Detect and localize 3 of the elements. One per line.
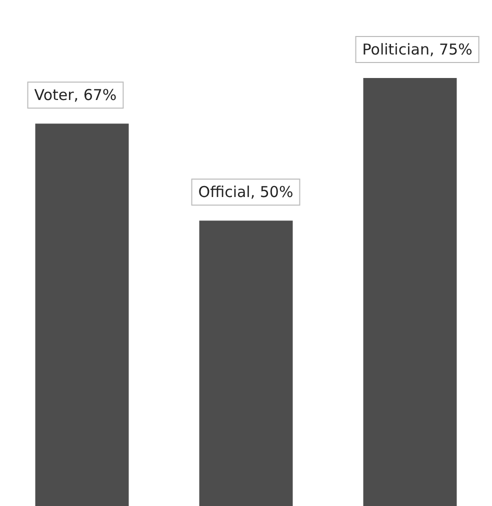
data-label: Voter, 67%	[34, 86, 117, 104]
data-label: Politician, 75%	[362, 40, 472, 58]
data-label: Official, 50%	[198, 183, 294, 202]
